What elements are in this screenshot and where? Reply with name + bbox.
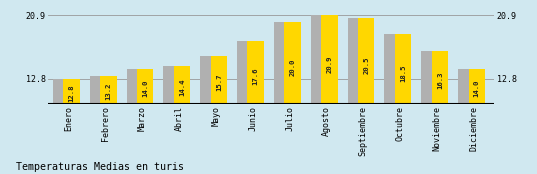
Bar bbox=[347, 18, 369, 104]
Text: 20.5: 20.5 bbox=[363, 57, 369, 74]
Text: 20.0: 20.0 bbox=[289, 59, 295, 76]
Bar bbox=[248, 41, 264, 104]
Bar bbox=[468, 69, 485, 104]
Bar bbox=[458, 69, 480, 104]
Bar bbox=[100, 76, 117, 104]
Bar bbox=[163, 66, 185, 104]
Bar bbox=[358, 18, 374, 104]
Text: 12.8: 12.8 bbox=[69, 84, 75, 102]
Bar bbox=[384, 34, 406, 104]
Bar bbox=[200, 56, 222, 104]
Text: 18.5: 18.5 bbox=[400, 64, 406, 82]
Bar bbox=[422, 51, 443, 104]
Text: 14.4: 14.4 bbox=[179, 78, 185, 96]
Text: 16.3: 16.3 bbox=[437, 72, 443, 89]
Bar bbox=[53, 79, 75, 104]
Bar bbox=[211, 56, 227, 104]
Bar bbox=[63, 79, 80, 104]
Bar bbox=[284, 22, 301, 104]
Bar bbox=[311, 15, 332, 104]
Text: 14.0: 14.0 bbox=[474, 80, 480, 97]
Bar bbox=[432, 51, 448, 104]
Bar bbox=[137, 69, 154, 104]
Text: 13.2: 13.2 bbox=[105, 83, 111, 100]
Text: 15.7: 15.7 bbox=[216, 74, 222, 91]
Text: 20.9: 20.9 bbox=[326, 56, 332, 73]
Bar bbox=[274, 22, 296, 104]
Bar bbox=[395, 34, 411, 104]
Bar bbox=[237, 41, 259, 104]
Bar bbox=[90, 76, 112, 104]
Text: Temperaturas Medias en turis: Temperaturas Medias en turis bbox=[16, 162, 184, 172]
Bar bbox=[321, 15, 338, 104]
Bar bbox=[174, 66, 190, 104]
Text: 14.0: 14.0 bbox=[142, 80, 148, 97]
Text: 17.6: 17.6 bbox=[253, 67, 259, 85]
Bar bbox=[127, 69, 148, 104]
